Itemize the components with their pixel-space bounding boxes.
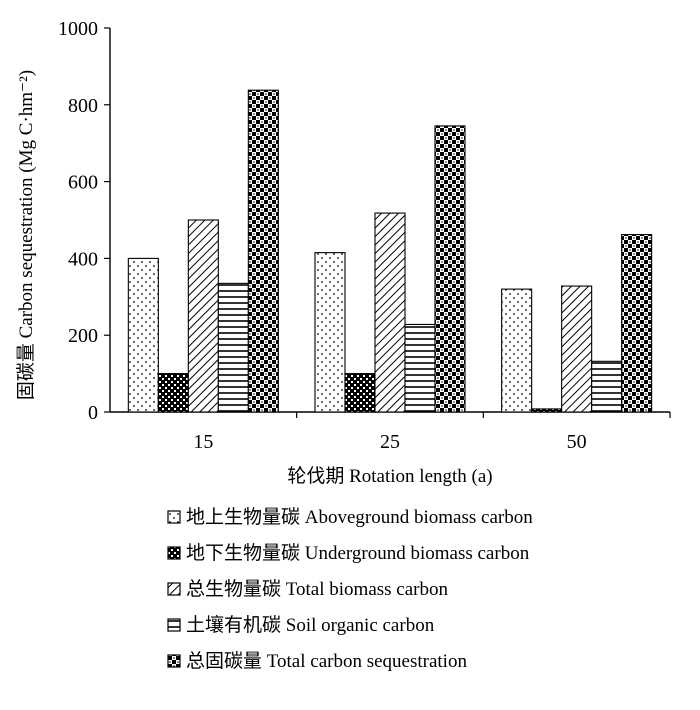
y-tick-label: 1000: [58, 18, 98, 40]
bar: [501, 288, 533, 413]
bar: [344, 373, 376, 413]
legend-swatch: [167, 618, 181, 632]
y-tick-label: 400: [68, 248, 98, 270]
bar: [217, 282, 249, 413]
legend-swatch: [167, 510, 181, 524]
legend-label: 总固碳量 Total carbon sequestration: [186, 650, 467, 672]
bar: [314, 252, 346, 413]
bar: [591, 360, 623, 413]
bar: [157, 373, 189, 413]
bar: [187, 219, 219, 413]
legend-label: 地下生物量碳 Underground biomass carbon: [186, 542, 530, 564]
legend-swatch: [167, 654, 181, 668]
y-tick-label: 200: [68, 325, 98, 347]
x-tick-label: 15: [193, 431, 213, 453]
bar: [247, 89, 279, 413]
x-tick-label: 50: [567, 431, 587, 453]
plot-area: 0 200 400 600 800 1000 15 25 50: [58, 18, 671, 453]
legend-swatch: [167, 582, 181, 596]
y-tick-label: 0: [88, 402, 98, 424]
y-axis-label-text: 固碳量 Carbon sequestration (Mg C·hm⁻²): [15, 70, 37, 400]
x-tick-label: 25: [380, 431, 400, 453]
bar: [561, 285, 593, 413]
legend-label: 地上生物量碳 Aboveground biomass carbon: [186, 506, 533, 528]
legend-label: 总生物量碳 Total biomass carbon: [186, 578, 448, 600]
legend: 地上生物量碳 Aboveground biomass carbon 地下生物量碳 …: [167, 506, 533, 672]
y-axis-label: 固碳量 Carbon sequestration (Mg C·hm⁻²): [15, 70, 37, 400]
bar: [531, 408, 563, 413]
legend-swatch: [167, 546, 181, 560]
y-tick-label: 600: [68, 172, 98, 194]
bar: [434, 125, 466, 413]
bar: [404, 323, 436, 413]
bar: [374, 212, 406, 413]
x-axis-label: 轮伐期 Rotation length (a): [287, 465, 492, 487]
legend-label: 土壤有机碳 Soil organic carbon: [186, 614, 435, 636]
bar: [127, 257, 159, 413]
y-tick-label: 800: [68, 95, 98, 117]
bar: [621, 234, 653, 413]
